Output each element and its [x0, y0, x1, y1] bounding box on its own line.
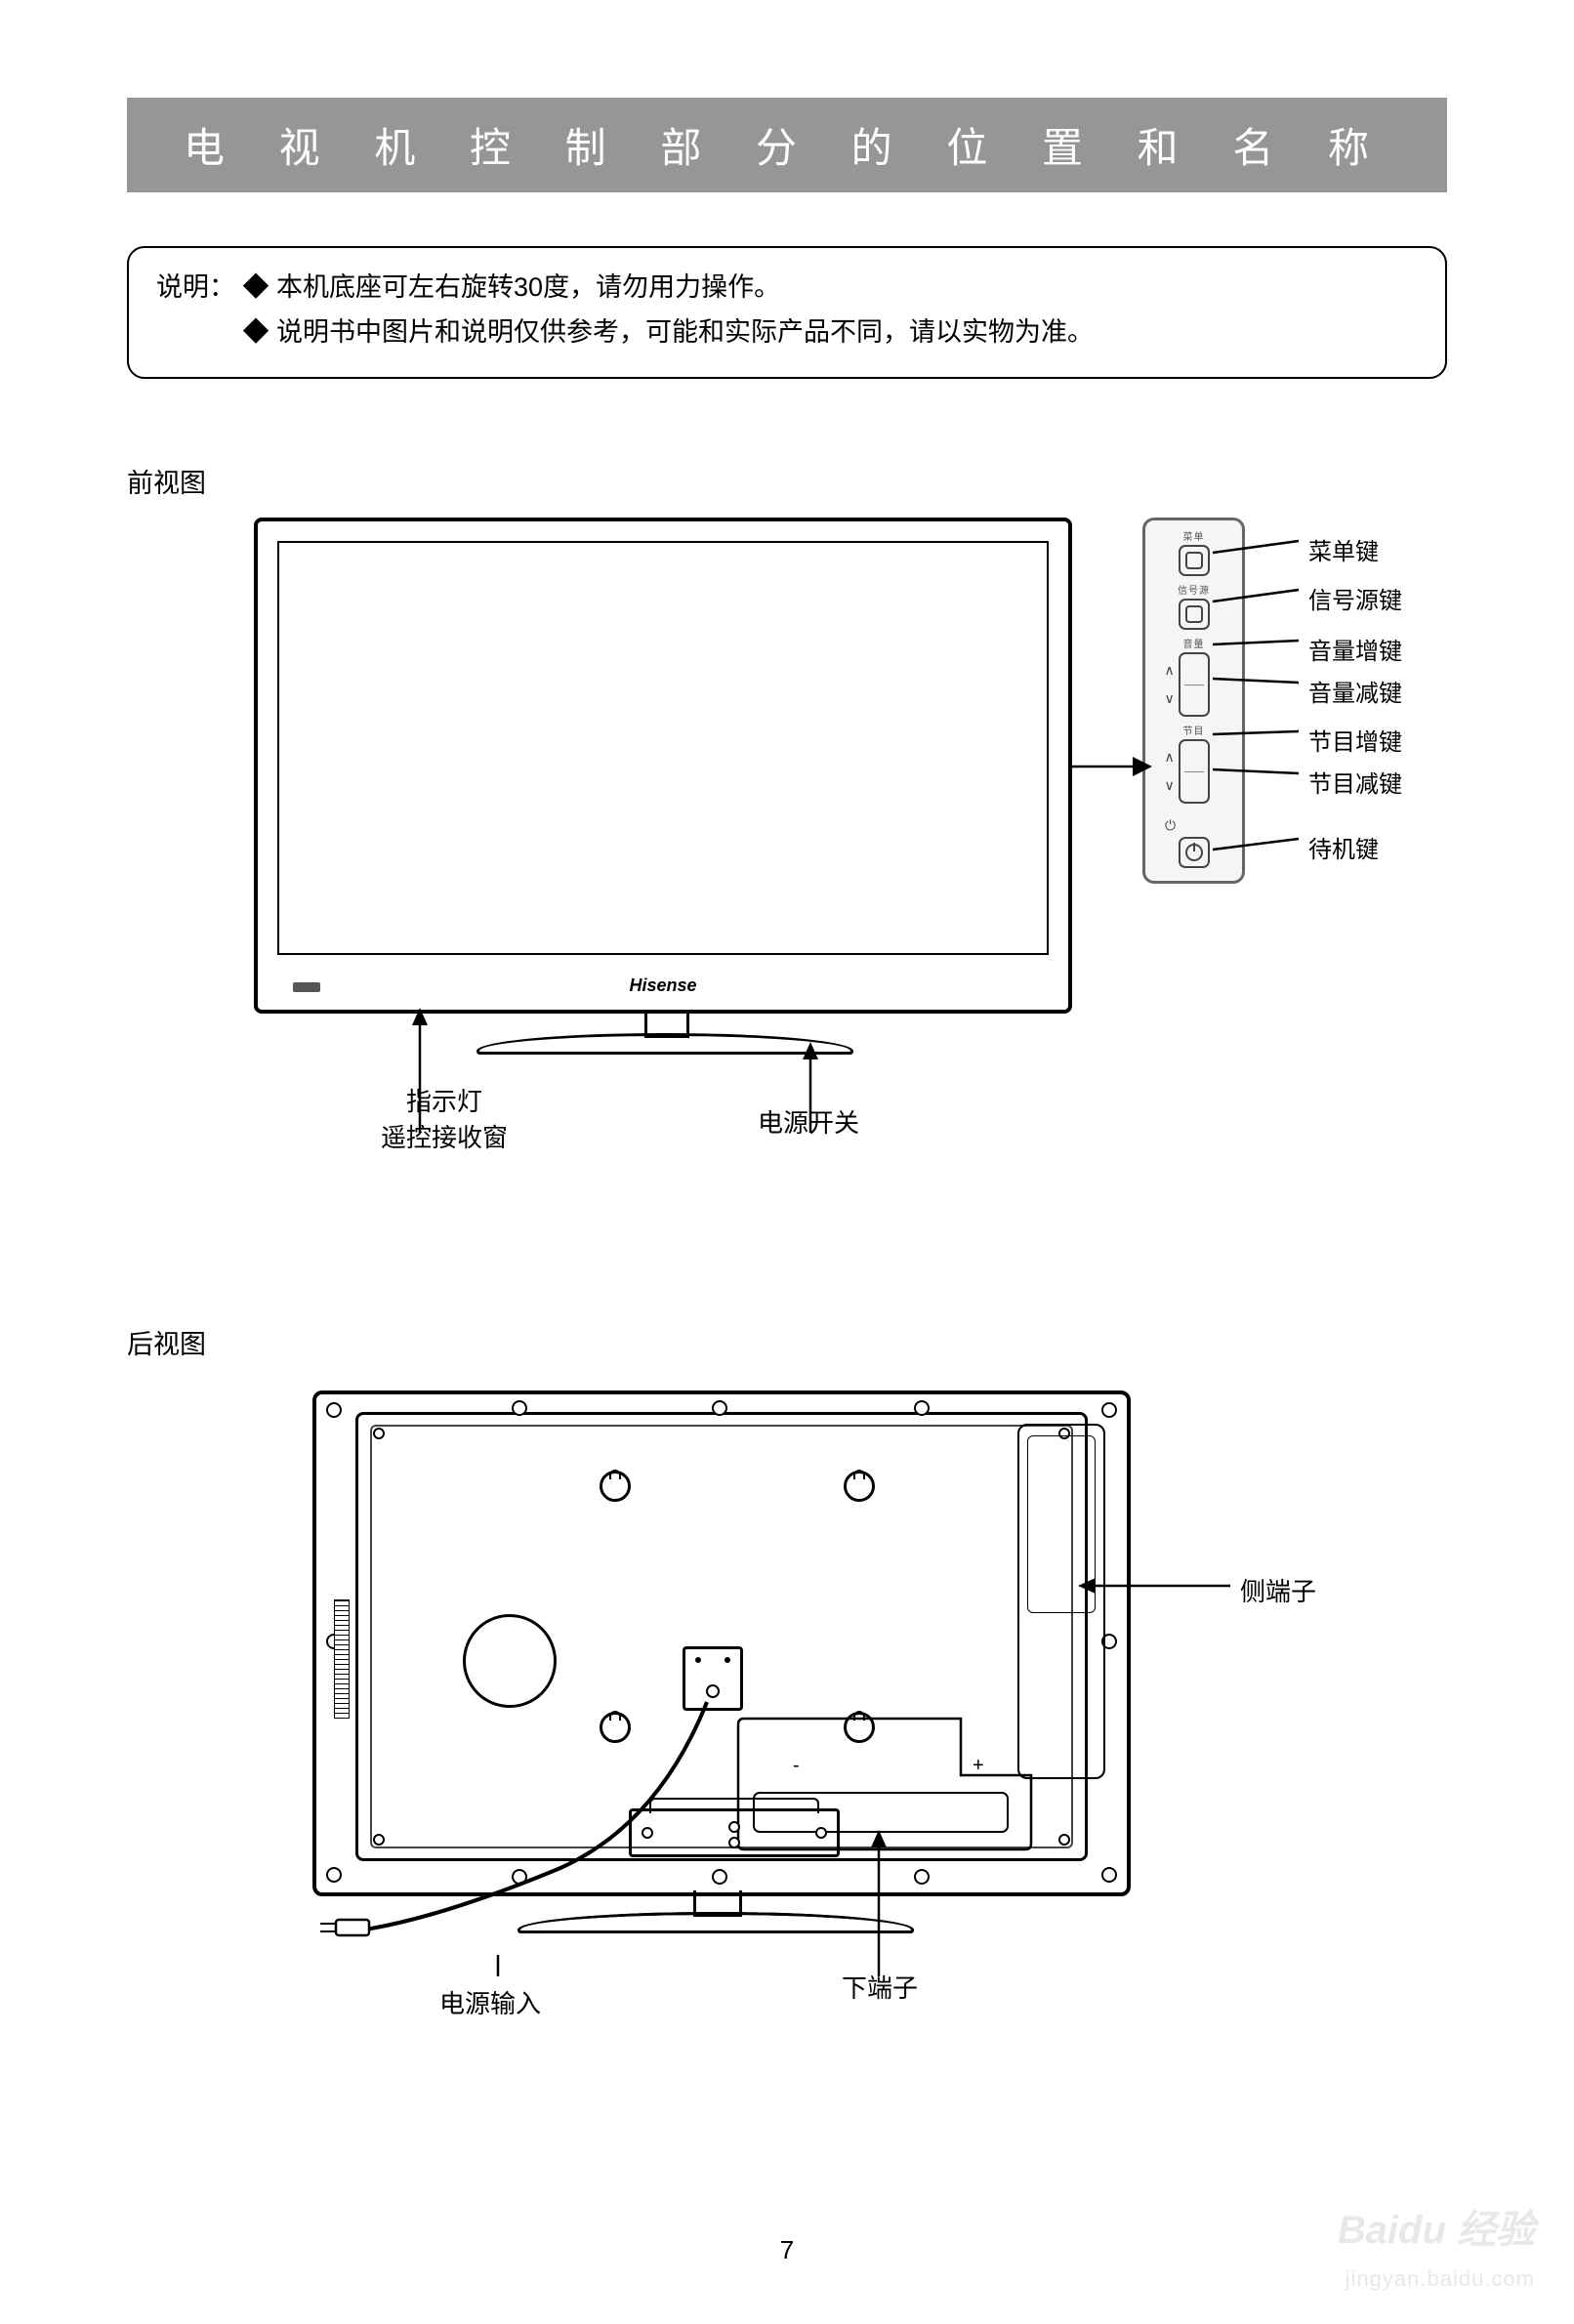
tv-stand	[476, 1033, 853, 1055]
standby-button-icon	[1179, 837, 1210, 868]
source-button-icon	[1179, 599, 1210, 630]
channel-rocker-icon: ∧ ∨	[1179, 739, 1210, 804]
panel-tiny-volume: 音量	[1145, 636, 1242, 650]
label-vol-up: 音量增键	[1308, 641, 1402, 664]
label-source: 信号源键	[1308, 590, 1402, 613]
side-button-panel: 菜单 信号源 音量 ∧ ∨ 节目 ∧ ∨ ⏻	[1142, 518, 1245, 884]
note-items: ◆ 本机底座可左右旋转30度，请勿用力操作。 ◆ 说明书中图片和说明仅供参考，可…	[243, 266, 1095, 355]
label-bottom-port: 下端子	[842, 1969, 918, 2005]
panel-tiny-source: 信号源	[1145, 582, 1242, 597]
watermark-url: jingyan.baidu.com	[1346, 2266, 1535, 2291]
svg-text:-: -	[793, 1755, 800, 1776]
note-box: 说明： ◆ 本机底座可左右旋转30度，请勿用力操作。 ◆ 说明书中图片和说明仅供…	[127, 246, 1447, 379]
page-title-bar: 电 视 机 控 制 部 分 的 位 置 和 名 称	[127, 98, 1447, 192]
watermark-brand: Baidu 经验	[1338, 2209, 1535, 2252]
label-vol-down: 音量减键	[1308, 683, 1402, 706]
svg-text:+: +	[973, 1755, 984, 1776]
front-view-heading: 前视图	[127, 462, 1447, 500]
label-menu: 菜单键	[1308, 541, 1379, 564]
note-item-2: 说明书中图片和说明仅供参考，可能和实际产品不同，请以实物为准。	[276, 317, 1094, 347]
volume-rocker-icon: ∧ ∨	[1179, 652, 1210, 717]
bullet-icon: ◆	[243, 272, 269, 302]
panel-tiny-channel: 节目	[1145, 723, 1242, 737]
tv-front-outline: Hisense	[254, 518, 1072, 1014]
menu-button-icon	[1179, 545, 1210, 576]
panel-tiny-menu: 菜单	[1145, 528, 1242, 543]
label-power-in: 电源输入	[439, 1984, 541, 2020]
tv-brand-logo: Hisense	[258, 975, 1068, 996]
note-label: 说明：	[156, 266, 235, 311]
label-ch-down: 节目减键	[1308, 773, 1402, 797]
bullet-icon: ◆	[243, 317, 269, 347]
page-title: 电 视 机 控 制 部 分 的 位 置 和 名 称	[184, 125, 1390, 171]
label-indicator-l1: 指示灯	[406, 1087, 482, 1116]
label-indicator: 指示灯 遥控接收窗	[381, 1084, 508, 1157]
label-indicator-l2: 遥控接收窗	[381, 1123, 508, 1152]
watermark: Baidu 经验 jingyan.baidu.com	[1338, 2209, 1535, 2295]
back-view-diagram: - +	[127, 1390, 1447, 2015]
label-power-switch: 电源开关	[758, 1105, 859, 1142]
manual-page: 电 视 机 控 制 部 分 的 位 置 和 名 称 说明： ◆ 本机底座可左右旋…	[0, 0, 1574, 2324]
label-standby: 待机键	[1308, 839, 1379, 862]
front-view-diagram: Hisense 菜单 信号源 音量 ∧ ∨ 节目 ∧ ∨ ⏻ 菜单键	[127, 518, 1447, 1142]
tv-back-outline: - +	[312, 1390, 1131, 1896]
tv-screen	[277, 541, 1049, 955]
label-side-port: 侧端子	[1240, 1572, 1316, 1608]
back-view-heading: 后视图	[127, 1323, 1447, 1361]
label-ch-up: 节目增键	[1308, 731, 1402, 755]
note-item-1: 本机底座可左右旋转30度，请勿用力操作。	[276, 272, 780, 302]
